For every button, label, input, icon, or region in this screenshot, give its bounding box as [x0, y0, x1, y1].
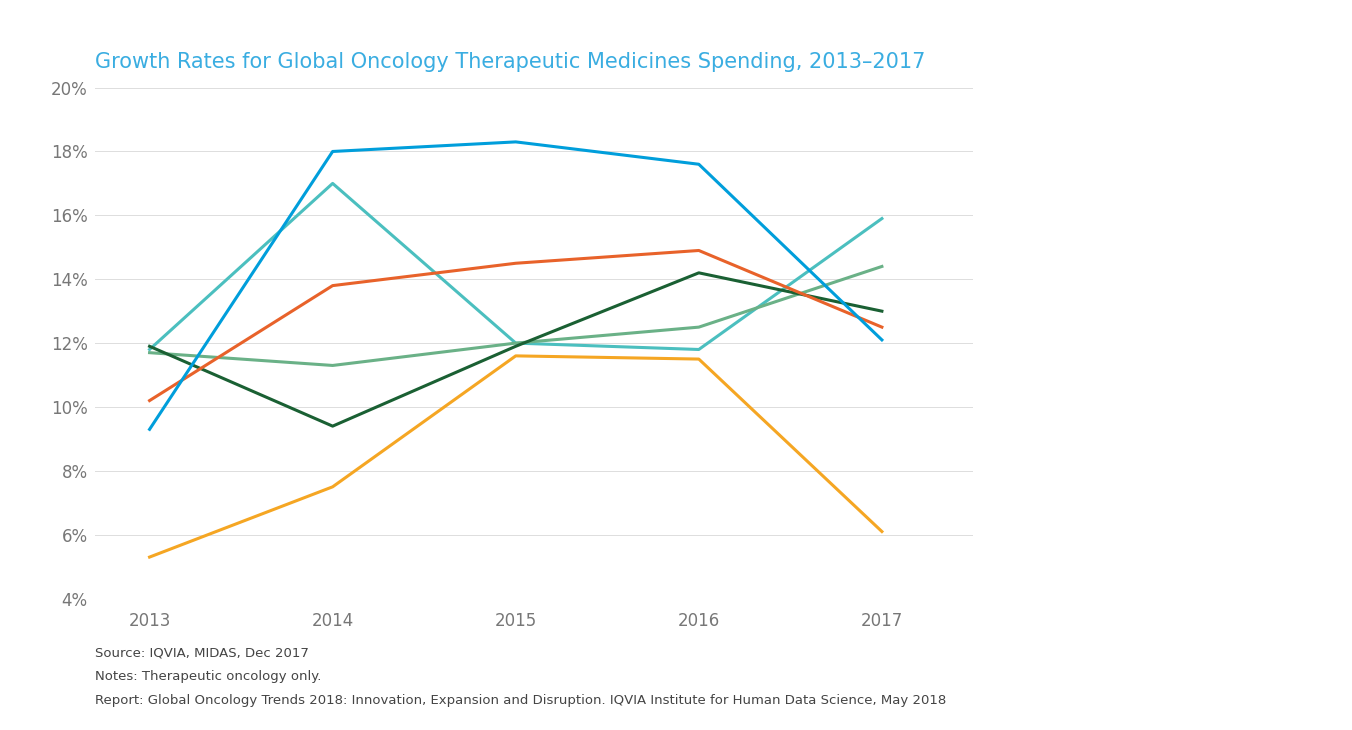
Text: Notes: Therapeutic oncology only.: Notes: Therapeutic oncology only. — [95, 670, 320, 683]
Text: Report: Global Oncology Trends 2018: Innovation, Expansion and Disruption. IQVIA: Report: Global Oncology Trends 2018: Inn… — [95, 694, 946, 707]
Text: Growth Rates for Global Oncology Therapeutic Medicines Spending, 2013–2017: Growth Rates for Global Oncology Therape… — [95, 52, 925, 72]
Text: Source: IQVIA, MIDAS, Dec 2017: Source: IQVIA, MIDAS, Dec 2017 — [95, 646, 308, 659]
